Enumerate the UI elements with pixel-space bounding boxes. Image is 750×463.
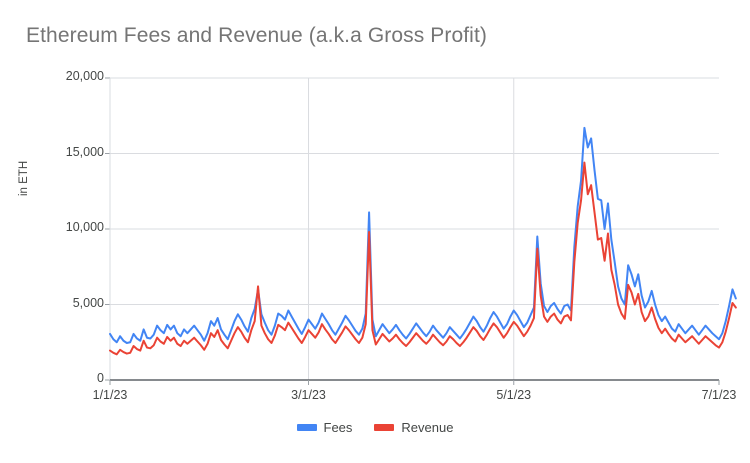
legend-item-fees[interactable]: Fees (296, 420, 353, 435)
y-axis-tick-label: 20,000 (65, 69, 104, 83)
data-series (109, 126, 737, 356)
y-axis-tick-label: 0 (97, 371, 104, 385)
series-line-fees (109, 126, 737, 344)
x-axis-tick-label: 1/1/23 (92, 388, 128, 402)
chart-title: Ethereum Fees and Revenue (a.k.a Gross P… (26, 24, 487, 47)
x-axis-tick-label: 5/1/23 (496, 388, 532, 402)
legend-label: Fees (323, 420, 353, 435)
y-axis-tick-labels: 0 5,000 10,000 15,000 20,000 (28, 0, 104, 463)
y-axis-tick-label: 5,000 (72, 295, 104, 310)
chart-legend: Fees Revenue (0, 420, 750, 435)
legend-item-revenue[interactable]: Revenue (374, 420, 453, 435)
gridlines (105, 77, 719, 381)
y-axis-tick-label: 15,000 (65, 144, 104, 159)
y-axis-tick-label: 10,000 (65, 220, 104, 234)
x-axis-tick-labels: 1/1/23 3/1/23 5/1/23 7/1/23 (0, 388, 750, 408)
x-axis-tick-label: 3/1/23 (291, 388, 326, 402)
legend-swatch-revenue-icon (374, 424, 395, 431)
x-axis-tick-label: 7/1/23 (701, 388, 737, 402)
axis-lines (109, 78, 720, 385)
legend-label: Revenue (401, 420, 454, 435)
legend-swatch-fees-icon (296, 424, 317, 431)
series-line-revenue (109, 161, 737, 356)
